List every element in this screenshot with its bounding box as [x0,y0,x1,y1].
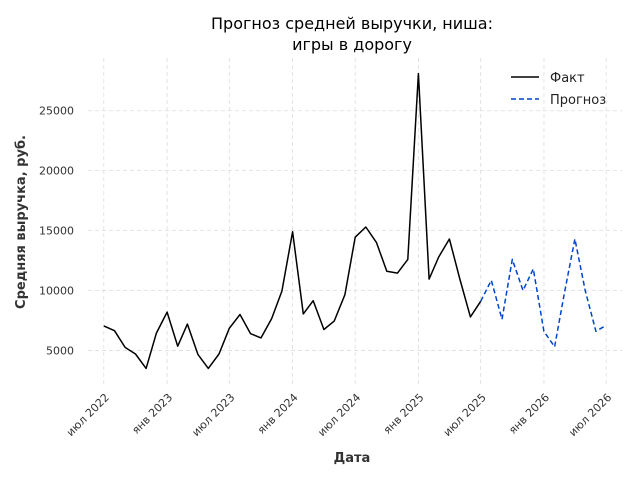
x-axis-ticks: июл 2022 янв 2023 июл 2023 янв 2024 июл 2024… [64,391,614,439]
x-tick-label: июл 2024 [315,391,363,439]
x-tick-label: янв 2025 [381,391,427,437]
series-line-actual [103,72,482,370]
x-axis-label: Дата [334,451,371,466]
y-axis-label: Средняя выручка, руб. [14,135,29,309]
y-tick-label: 25000 [39,105,74,118]
x-tick-label: янв 2023 [129,391,175,437]
x-tick-label: июл 2026 [566,391,614,439]
legend-label: Прогноз [550,93,606,108]
x-tick-label: июл 2023 [189,391,237,439]
x-tick-label: янв 2026 [506,391,552,437]
x-tick-label: янв 2024 [255,391,301,437]
x-tick-label: июл 2022 [64,391,112,439]
series-lines [103,72,607,370]
x-tick-label: июл 2025 [441,391,489,439]
y-tick-label: 10000 [39,285,74,298]
y-axis-ticks: 5000 10000 15000 20000 25000 [39,105,74,358]
y-tick-label: 15000 [39,225,74,238]
chart-title-line1: Прогноз средней выручки, ниша: [211,14,493,33]
legend-label: Факт [550,71,585,86]
y-tick-label: 20000 [39,165,74,178]
y-tick-label: 5000 [46,344,74,357]
grid [88,58,622,384]
series-line-forecast [480,238,607,348]
legend: Факт Прогноз [511,71,606,108]
chart-title-line2: игры в дорогу [292,35,412,54]
